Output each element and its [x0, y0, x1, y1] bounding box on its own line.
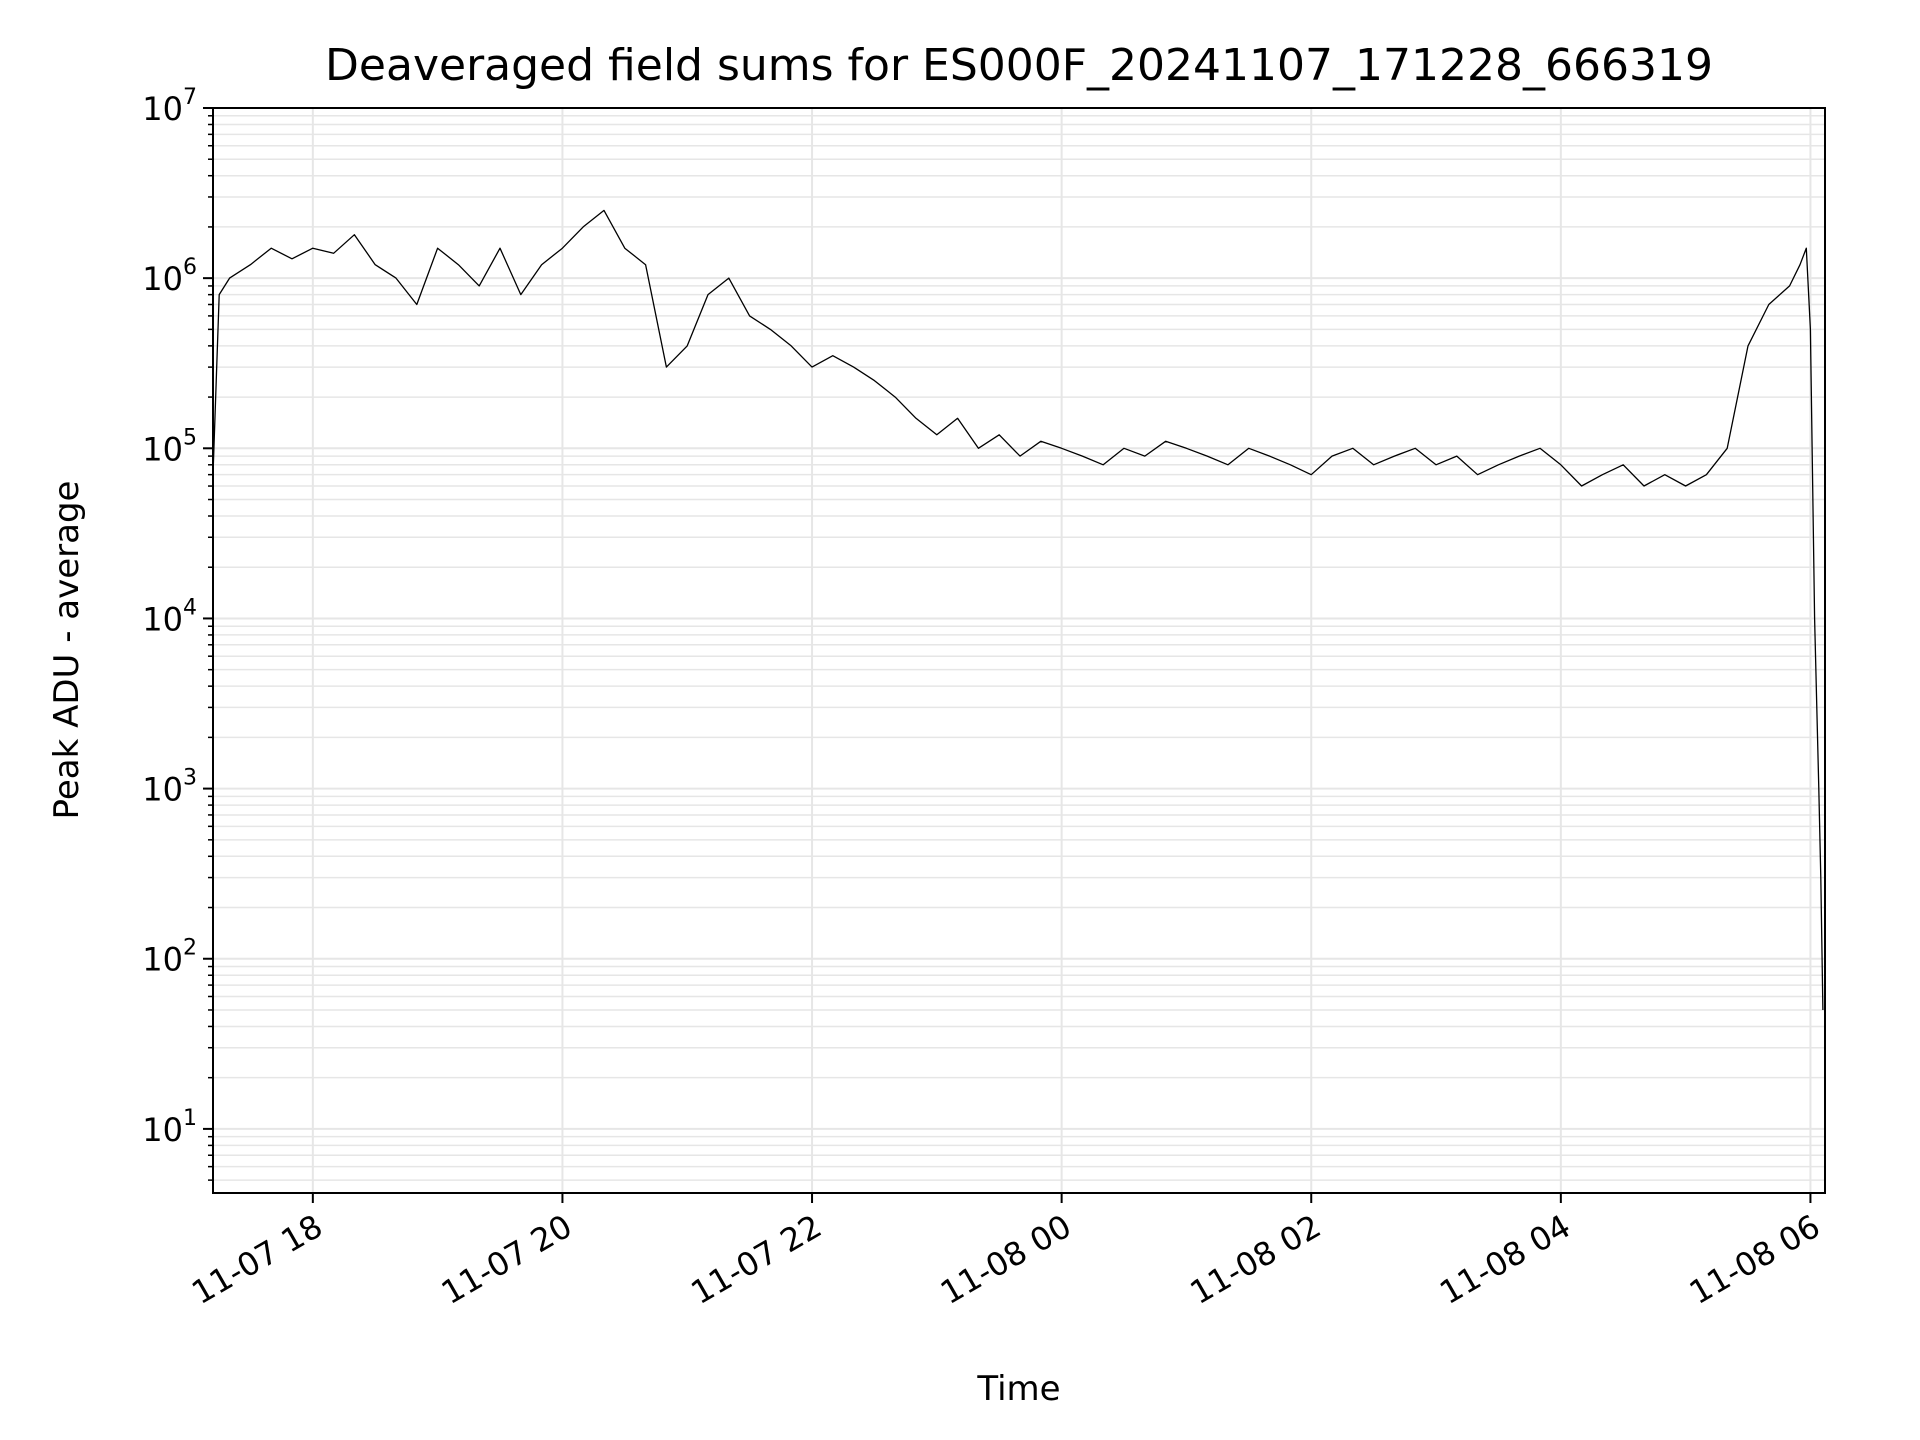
plot-area: [212, 107, 1826, 1194]
x-axis-label: Time: [976, 1369, 1060, 1409]
chart-title: Deaveraged field sums for ES000F_2024110…: [325, 40, 1713, 91]
series-line: [212, 209, 1824, 1011]
y-tick-label: 103: [142, 766, 197, 809]
y-tick-label: 107: [142, 85, 197, 128]
y-tick-label: 104: [142, 595, 197, 638]
y-axis: 101 102 103 104 105 106 107: [142, 85, 213, 1181]
y-tick-label: 102: [142, 936, 197, 979]
y-tick-label: 101: [142, 1106, 197, 1149]
y-tick-label: 105: [142, 425, 197, 468]
minor-gridlines: [213, 115, 1825, 1181]
y-tick-label: 106: [142, 255, 197, 298]
major-gridlines: [213, 107, 1825, 1193]
y-axis-label: Peak ADU - average: [47, 481, 87, 820]
